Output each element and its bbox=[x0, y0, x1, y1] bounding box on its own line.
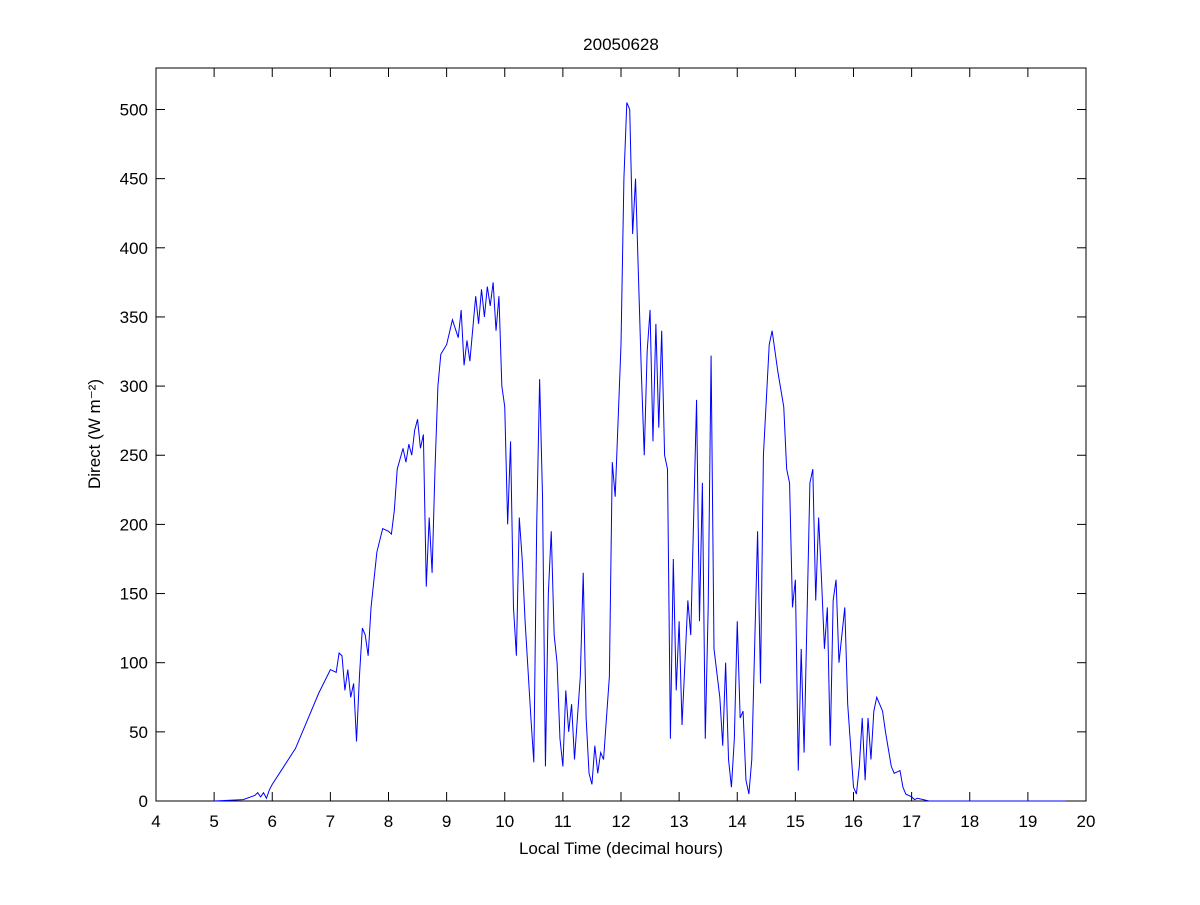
x-tick-label: 10 bbox=[495, 812, 514, 831]
x-tick-label: 14 bbox=[728, 812, 747, 831]
x-tick-label: 9 bbox=[442, 812, 451, 831]
y-tick-label: 300 bbox=[120, 377, 148, 396]
x-tick-label: 16 bbox=[844, 812, 863, 831]
x-axis-label: Local Time (decimal hours) bbox=[519, 839, 723, 858]
y-tick-label: 50 bbox=[129, 723, 148, 742]
y-tick-label: 400 bbox=[120, 239, 148, 258]
y-tick-label: 350 bbox=[120, 308, 148, 327]
y-tick-label: 0 bbox=[139, 792, 148, 811]
x-tick-label: 4 bbox=[151, 812, 160, 831]
data-line bbox=[214, 102, 1066, 802]
x-tick-label: 18 bbox=[960, 812, 979, 831]
x-tick-label: 11 bbox=[554, 812, 572, 831]
y-tick-label: 200 bbox=[120, 515, 148, 534]
y-axis-label: Direct (W m⁻²) bbox=[85, 379, 104, 489]
chart-title: 20050628 bbox=[583, 35, 659, 54]
x-tick-label: 19 bbox=[1018, 812, 1037, 831]
x-tick-label: 8 bbox=[384, 812, 393, 831]
x-tick-label: 15 bbox=[786, 812, 805, 831]
y-tick-label: 450 bbox=[120, 170, 148, 189]
y-tick-label: 100 bbox=[120, 654, 148, 673]
x-tick-label: 6 bbox=[268, 812, 277, 831]
x-tick-label: 5 bbox=[209, 812, 218, 831]
x-tick-label: 12 bbox=[612, 812, 631, 831]
y-tick-label: 150 bbox=[120, 585, 148, 604]
x-tick-label: 7 bbox=[326, 812, 335, 831]
x-tick-label: 13 bbox=[670, 812, 689, 831]
y-tick-label: 500 bbox=[120, 100, 148, 119]
x-tick-label: 17 bbox=[902, 812, 921, 831]
x-tick-label: 20 bbox=[1077, 812, 1096, 831]
y-tick-label: 250 bbox=[120, 446, 148, 465]
